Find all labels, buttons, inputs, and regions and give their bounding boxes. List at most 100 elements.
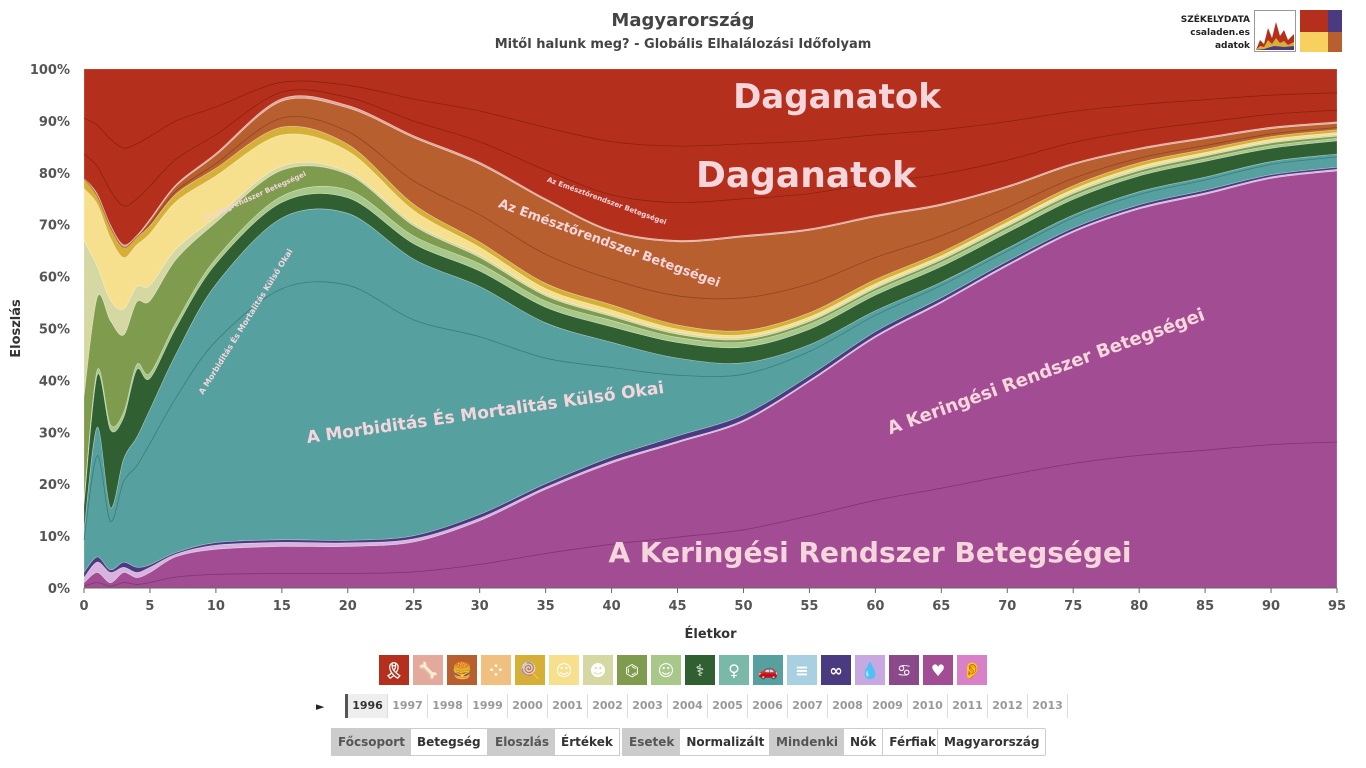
x-tick-label: 95 xyxy=(1328,599,1346,614)
gender-toggle[interactable]: Mindenki Nők Férfiak xyxy=(769,728,943,756)
x-tick-label: 85 xyxy=(1196,599,1214,614)
stacked-areas xyxy=(83,68,1338,589)
y-tick-label: 100% xyxy=(30,63,70,78)
lungs-icon[interactable]: ⚕ xyxy=(685,655,715,685)
brand[interactable]: SZÉKELYDATA csaladen.es adatok xyxy=(1181,10,1342,53)
year-1997[interactable]: 1997 xyxy=(388,694,428,718)
area-arany xyxy=(83,125,1338,336)
kidney-icon[interactable]: ♋ xyxy=(889,655,919,685)
country-select[interactable]: Magyarország xyxy=(937,728,1047,756)
ribbon-icon[interactable]: 🎗 xyxy=(379,655,409,685)
drop-icon[interactable]: 💧 xyxy=(855,655,885,685)
toggle-esetek[interactable]: Esetek xyxy=(623,729,681,755)
year-2005[interactable]: 2005 xyxy=(708,694,748,718)
year-1998[interactable]: 1998 xyxy=(428,694,468,718)
heart-icon[interactable]: ♥ xyxy=(923,655,953,685)
y-tick-label: 90% xyxy=(39,115,70,130)
year-2006[interactable]: 2006 xyxy=(748,694,788,718)
brand-line3: adatok xyxy=(1214,41,1250,51)
brand-line2: csaladen.es xyxy=(1190,28,1250,38)
axes: 0 5 10 15 20 25 30 35 40 45 50 55 60 65 70 75 80 85 90 95 0%… xyxy=(9,63,1346,642)
head-icon[interactable]: ☺ xyxy=(549,655,579,685)
area-sarga xyxy=(83,132,1338,339)
sub-boundaries xyxy=(83,80,1338,587)
toggle-ertekek[interactable]: Értékek xyxy=(555,729,619,755)
x-tick-label: 5 xyxy=(145,599,154,614)
emeszto-inner-line xyxy=(83,116,1338,300)
cases-toggle[interactable]: Esetek Normalizált xyxy=(622,728,772,756)
x-tick-label: 90 xyxy=(1262,599,1280,614)
area-vzold xyxy=(83,137,1338,506)
x-tick-label: 80 xyxy=(1130,599,1148,614)
kulso-inner-line xyxy=(83,156,1338,541)
area-rozsaszin xyxy=(83,95,1338,248)
play-icon[interactable]: ► xyxy=(316,700,325,713)
bone-icon[interactable]: 🦴 xyxy=(413,655,443,685)
area-kis1 xyxy=(83,168,1338,584)
group-toggle[interactable]: Főcsoport Betegség xyxy=(331,728,488,756)
pattern-icon[interactable]: ⁘ xyxy=(481,655,511,685)
smile-icon[interactable]: ☺ xyxy=(651,655,681,685)
y-tick-label: 20% xyxy=(39,478,70,493)
stomach-icon[interactable]: 🍔 xyxy=(447,655,477,685)
category-icons: 🎗 🦴 🍔 ⁘ 🍭 ☺ ☻ ⌬ ☺ ⚕ ♀ 🚗 ≡ ∞ 💧 ♋ ♥ 👂 xyxy=(0,655,1366,685)
page-title: Magyarország xyxy=(611,10,755,31)
year-2007[interactable]: 2007 xyxy=(788,694,828,718)
y-tick-label: 80% xyxy=(39,167,70,182)
year-2013[interactable]: 2013 xyxy=(1028,694,1068,718)
x-tick-label: 10 xyxy=(207,599,225,614)
area-zold xyxy=(83,135,1338,500)
year-2000[interactable]: 2000 xyxy=(508,694,548,718)
year-2008[interactable]: 2008 xyxy=(828,694,868,718)
country-select-value[interactable]: Magyarország xyxy=(938,729,1046,755)
car-icon[interactable]: 🚗 xyxy=(753,655,783,685)
baby-icon[interactable]: ☻ xyxy=(583,655,613,685)
x-tick-label: 35 xyxy=(537,599,555,614)
y-tick-label: 70% xyxy=(39,219,70,234)
x-tick-label: 60 xyxy=(866,599,884,614)
area-daganatok xyxy=(83,68,1338,246)
y-axis-label: Eloszlás xyxy=(9,299,24,358)
year-2004[interactable]: 2004 xyxy=(668,694,708,718)
pregnant-icon[interactable]: ♀ xyxy=(719,655,749,685)
x-tick-label: 70 xyxy=(998,599,1016,614)
y-tick-label: 40% xyxy=(39,374,70,389)
y-tick-label: 10% xyxy=(39,530,70,545)
year-2003[interactable]: 2003 xyxy=(628,694,668,718)
toggle-betegseg[interactable]: Betegség xyxy=(410,729,487,755)
x-tick-label: 65 xyxy=(932,599,950,614)
year-2001[interactable]: 2001 xyxy=(548,694,588,718)
year-2010[interactable]: 2010 xyxy=(908,694,948,718)
year-2011[interactable]: 2011 xyxy=(948,694,988,718)
intestine-icon[interactable]: ∞ xyxy=(821,655,851,685)
brand-text: SZÉKELYDATA csaladen.es adatok xyxy=(1181,14,1250,53)
toggle-mindenki[interactable]: Mindenki xyxy=(770,729,844,755)
page-subtitle: Mitől halunk meg? - Globális Elhalálozás… xyxy=(494,37,872,52)
toggle-eloszlas[interactable]: Eloszlás xyxy=(489,729,556,755)
color-logo xyxy=(1300,10,1342,52)
daganatok-inner-line-1 xyxy=(83,89,1338,207)
mini-chart-logo xyxy=(1254,10,1296,52)
ear-icon[interactable]: 👂 xyxy=(957,655,987,685)
x-tick-label: 15 xyxy=(273,599,291,614)
x-tick-label: 30 xyxy=(471,599,489,614)
y-tick-label: 50% xyxy=(39,323,70,338)
year-1999[interactable]: 1999 xyxy=(468,694,508,718)
list-icon[interactable]: ≡ xyxy=(787,655,817,685)
lollipop-icon[interactable]: 🍭 xyxy=(515,655,545,685)
year-1996[interactable]: 1996 xyxy=(345,694,388,718)
toggle-nok[interactable]: Nők xyxy=(843,729,884,755)
distribution-toggle[interactable]: Eloszlás Értékek xyxy=(488,728,620,756)
x-axis-label: Életkor xyxy=(684,626,737,642)
x-tick-label: 40 xyxy=(603,599,621,614)
toggle-ferfiak[interactable]: Férfiak xyxy=(883,729,942,755)
dna-icon[interactable]: ⌬ xyxy=(617,655,647,685)
year-2009[interactable]: 2009 xyxy=(868,694,908,718)
x-tick-label: 50 xyxy=(734,599,752,614)
toggle-normalizalt[interactable]: Normalizált xyxy=(680,729,771,755)
year-2012[interactable]: 2012 xyxy=(988,694,1028,718)
label-daganatok-1: Daganatok xyxy=(733,77,942,117)
year-2002[interactable]: 2002 xyxy=(588,694,628,718)
y-tick-label: 30% xyxy=(39,426,70,441)
toggle-focsoport[interactable]: Főcsoport xyxy=(332,729,411,755)
